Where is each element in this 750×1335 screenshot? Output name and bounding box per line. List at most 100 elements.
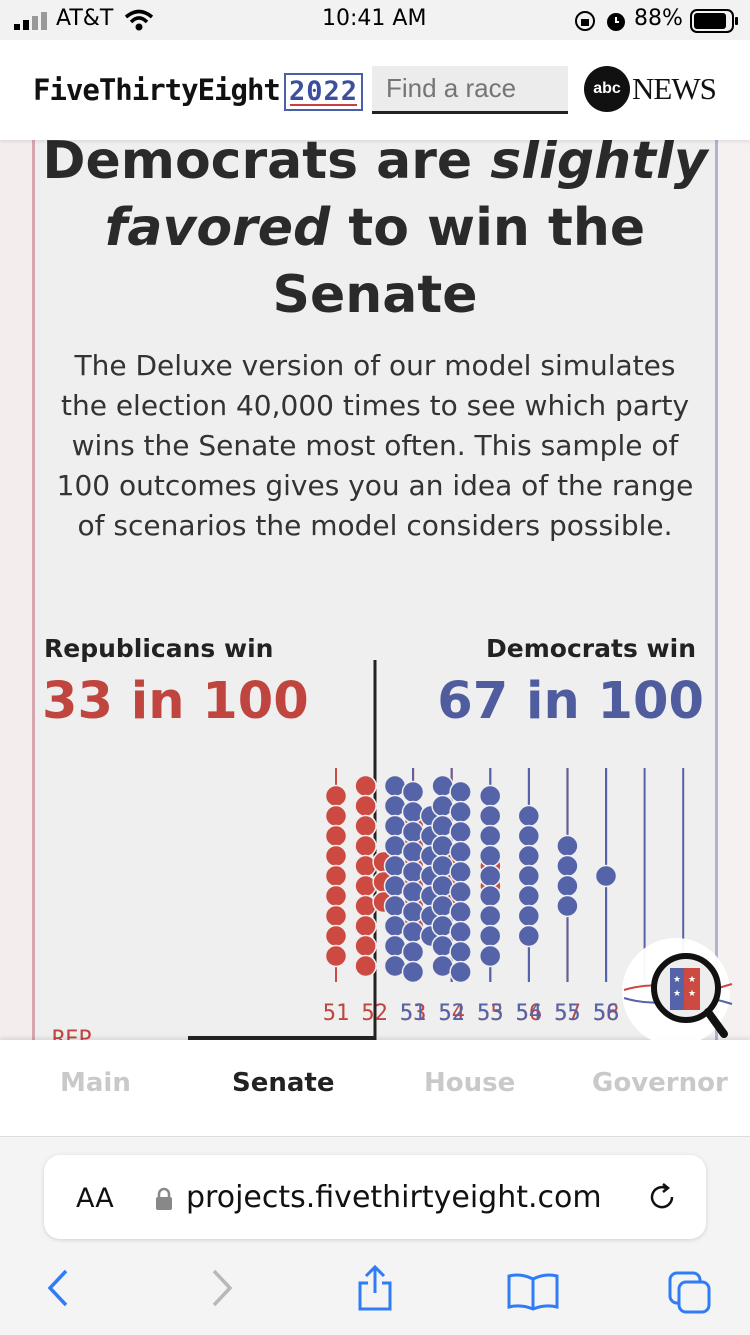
rep-outcome-dot bbox=[324, 944, 348, 968]
page-title: Democrats are slightly favored to win th… bbox=[0, 128, 750, 329]
lock-icon bbox=[156, 1187, 172, 1210]
dem-seat-tick: 54 bbox=[516, 1001, 543, 1026]
site-header: FiveThirtyEight 2022 abc NEWS bbox=[0, 40, 750, 140]
svg-text:★: ★ bbox=[673, 975, 681, 985]
abc-logo[interactable]: abc bbox=[584, 66, 630, 112]
dem-outcome-dot bbox=[401, 780, 425, 804]
reader-aa-button[interactable]: AA bbox=[76, 1183, 114, 1214]
dem-outcome-dot bbox=[478, 864, 502, 888]
address-bar[interactable]: AA projects.fivethirtyeight.com bbox=[44, 1155, 706, 1239]
rep-seat-tick: 58 bbox=[593, 1001, 620, 1026]
dem-outcome-dot bbox=[478, 884, 502, 908]
title-part-4: to win the Senate bbox=[272, 198, 646, 325]
svg-text:★: ★ bbox=[688, 989, 696, 999]
back-icon[interactable] bbox=[44, 1267, 74, 1309]
rep-outcome-dot bbox=[324, 884, 348, 908]
title-part-3: favored bbox=[104, 198, 331, 258]
rep-seat-tick: 53 bbox=[400, 1001, 427, 1026]
dem-outcome-dot bbox=[517, 844, 541, 868]
model-description: The Deluxe version of our model simulate… bbox=[56, 349, 694, 542]
tabs-icon[interactable] bbox=[666, 1269, 714, 1315]
signal-icon bbox=[14, 12, 47, 30]
dem-outcome-dot bbox=[517, 804, 541, 828]
dem-seat-tick: 55 bbox=[554, 1001, 581, 1026]
dem-outcome-dot bbox=[449, 920, 472, 944]
dem-outcome-dot bbox=[556, 894, 579, 918]
rep-outcome-dot bbox=[354, 954, 377, 978]
active-tab-indicator bbox=[188, 1036, 374, 1040]
rep-seat-tick: 52 bbox=[361, 1001, 388, 1026]
reload-icon[interactable] bbox=[646, 1181, 678, 1213]
dem-outcome-dot bbox=[478, 804, 502, 828]
rep-outcome-dot bbox=[324, 844, 348, 868]
dem-outcome-dot bbox=[449, 820, 472, 844]
bookmarks-icon[interactable] bbox=[506, 1271, 560, 1311]
dem-outcome-dot bbox=[594, 864, 618, 888]
tab-senate[interactable]: Senate bbox=[232, 1068, 335, 1098]
dem-outcome-dot bbox=[401, 960, 425, 984]
outcomes-dot-chart: 58 57 56 55 54 53 52 51 51 52 53 54 55 56 REP bbox=[52, 660, 685, 1040]
battery-icon bbox=[690, 9, 738, 33]
title-part-2: slightly bbox=[490, 131, 708, 191]
dem-outcome-dot bbox=[478, 844, 502, 868]
election-year-badge[interactable]: 2022 bbox=[284, 73, 364, 111]
rep-seat-tick: 51 bbox=[323, 1001, 350, 1026]
rep-axis-note: REP bbox=[52, 1027, 92, 1040]
rep-outcome-dot bbox=[324, 924, 348, 948]
browser-toolbar: AA projects.fivethirtyeight.com bbox=[0, 1136, 750, 1335]
find-race-input[interactable] bbox=[372, 66, 568, 114]
orientation-lock-icon bbox=[575, 11, 595, 31]
tab-governor[interactable]: Governor bbox=[592, 1068, 728, 1098]
news-logo[interactable]: NEWS bbox=[632, 71, 717, 106]
dem-outcome-dot bbox=[449, 840, 472, 864]
dem-outcome-dot bbox=[556, 874, 579, 898]
rep-seat-tick: 54 bbox=[439, 1001, 466, 1026]
dem-outcome-dot bbox=[449, 780, 472, 804]
rep-outcome-dot bbox=[354, 914, 377, 938]
battery-percent: 88% bbox=[634, 6, 683, 31]
dem-seat-tick: 56 bbox=[593, 1001, 620, 1026]
dem-seat-tick: 52 bbox=[438, 1001, 465, 1026]
dem-outcome-dot bbox=[517, 864, 541, 888]
rep-outcome-dot bbox=[324, 804, 348, 828]
dem-outcome-dot bbox=[517, 824, 541, 848]
republicans-win-odds: 33 in 100 bbox=[42, 672, 309, 731]
rep-outcome-dot bbox=[324, 824, 348, 848]
dem-outcome-dot bbox=[556, 834, 579, 858]
tab-house[interactable]: House bbox=[424, 1068, 516, 1098]
dem-seat-tick: 53 bbox=[477, 1001, 504, 1026]
forward-icon[interactable] bbox=[206, 1267, 236, 1309]
rep-outcome-dot bbox=[324, 904, 348, 928]
dem-outcome-dot bbox=[449, 960, 472, 984]
rep-outcome-dot bbox=[354, 934, 377, 958]
svg-text:★: ★ bbox=[688, 975, 696, 985]
rep-outcome-dot bbox=[324, 864, 348, 888]
dem-outcome-dot bbox=[556, 854, 579, 878]
dem-outcome-dot bbox=[478, 824, 502, 848]
dem-seat-tick: 51 bbox=[400, 1001, 427, 1026]
rep-outcome-dot bbox=[354, 794, 377, 818]
dem-outcome-dot bbox=[517, 904, 541, 928]
tab-main[interactable]: Main bbox=[60, 1068, 131, 1098]
republicans-win-label: Republicans win bbox=[44, 634, 274, 663]
dem-outcome-dot bbox=[517, 924, 541, 948]
wifi-icon bbox=[124, 9, 154, 31]
brand-logo[interactable]: FiveThirtyEight bbox=[33, 73, 281, 107]
carrier-label: AT&T bbox=[56, 6, 114, 31]
dem-outcome-dot bbox=[517, 884, 541, 908]
title-part-1: Democrats are bbox=[42, 131, 491, 191]
dem-outcome-dot bbox=[478, 944, 502, 968]
dem-outcome-dot bbox=[449, 800, 472, 824]
clock: 10:41 AM bbox=[322, 6, 427, 31]
section-tabs: Main Senate House Governor bbox=[0, 1036, 750, 1136]
dem-outcome-dot bbox=[449, 860, 472, 884]
rep-outcome-dot bbox=[354, 834, 377, 858]
dem-outcome-dot bbox=[478, 904, 502, 928]
url-text[interactable]: projects.fivethirtyeight.com bbox=[186, 1180, 602, 1215]
democrats-win-label: Democrats win bbox=[486, 634, 696, 663]
magnifier-widget[interactable]: ★ ★ ★ ★ bbox=[620, 938, 738, 1056]
rep-outcome-dot bbox=[324, 784, 348, 808]
rep-seat-tick: 57 bbox=[554, 1001, 581, 1026]
share-icon[interactable] bbox=[355, 1263, 395, 1313]
dem-outcome-dot bbox=[401, 940, 425, 964]
